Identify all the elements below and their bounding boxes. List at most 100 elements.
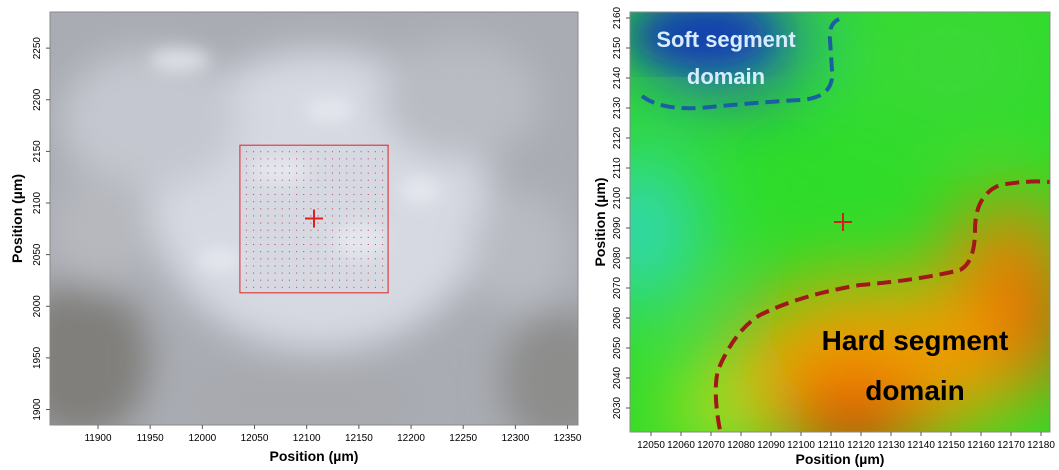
grid-dot: [353, 165, 355, 167]
x-tick-label: 12150: [345, 433, 373, 444]
grid-dot: [374, 279, 376, 281]
grid-dot: [245, 222, 247, 224]
x-tick-label: 12160: [967, 440, 995, 451]
grid-dot: [310, 265, 312, 267]
grid-dot: [367, 251, 369, 253]
grid-dot: [310, 158, 312, 160]
grid-dot: [339, 172, 341, 174]
grid-dot: [346, 279, 348, 281]
grid-dot: [288, 272, 290, 274]
grid-dot: [274, 151, 276, 153]
grid-dot: [303, 286, 305, 288]
grid-dot: [267, 229, 269, 231]
grid-dot: [303, 172, 305, 174]
grid-dot: [367, 215, 369, 217]
grid-dot: [253, 158, 255, 160]
grid-dot: [245, 251, 247, 253]
grid-dot: [317, 222, 319, 224]
grid-dot: [374, 244, 376, 246]
grid-dot: [253, 236, 255, 238]
grid-dot: [331, 279, 333, 281]
grid-dot: [267, 265, 269, 267]
grid-dot: [296, 151, 298, 153]
grid-dot: [353, 186, 355, 188]
grid-dot: [260, 251, 262, 253]
grid-dot: [374, 272, 376, 274]
grid-dot: [245, 165, 247, 167]
grid-dot: [324, 208, 326, 210]
grid-dot: [267, 222, 269, 224]
grid-dot: [253, 151, 255, 153]
grid-dot: [367, 236, 369, 238]
grid-dot: [310, 251, 312, 253]
grid-dot: [382, 258, 384, 260]
annotation: domain: [865, 375, 965, 406]
grid-dot: [331, 244, 333, 246]
grid-dot: [288, 251, 290, 253]
grid-dot: [245, 208, 247, 210]
grid-dot: [367, 222, 369, 224]
grid-dot: [353, 158, 355, 160]
y-axis-label: Position (µm): [9, 174, 25, 263]
grid-dot: [274, 251, 276, 253]
grid-dot: [382, 222, 384, 224]
grid-dot: [339, 151, 341, 153]
grid-dot: [367, 194, 369, 196]
grid-dot: [331, 194, 333, 196]
grid-dot: [360, 279, 362, 281]
grid-dot: [317, 151, 319, 153]
grid-dot: [382, 179, 384, 181]
grid-dot: [346, 186, 348, 188]
grid-dot: [346, 236, 348, 238]
grid-dot: [245, 244, 247, 246]
grid-dot: [317, 279, 319, 281]
grid-dot: [339, 244, 341, 246]
grid-dot: [382, 172, 384, 174]
grid-dot: [296, 215, 298, 217]
grid-dot: [274, 208, 276, 210]
grid-dot: [324, 194, 326, 196]
grid-dot: [274, 158, 276, 160]
grid-dot: [281, 215, 283, 217]
grid-dot: [296, 236, 298, 238]
grid-dot: [382, 272, 384, 274]
grid-dot: [367, 286, 369, 288]
y-tick-label: 2030: [612, 396, 623, 419]
y-tick-label: 2110: [612, 157, 623, 179]
grid-dot: [267, 215, 269, 217]
grid-dot: [374, 165, 376, 167]
grid-dot: [324, 215, 326, 217]
grid-dot: [288, 286, 290, 288]
grid-dot: [274, 236, 276, 238]
grid-dot: [374, 251, 376, 253]
grid-dot: [281, 286, 283, 288]
grid-dot: [360, 151, 362, 153]
grid-dot: [310, 179, 312, 181]
grid-dot: [310, 186, 312, 188]
grid-dot: [260, 272, 262, 274]
grid-dot: [281, 165, 283, 167]
grid-dot: [353, 201, 355, 203]
grid-dot: [296, 279, 298, 281]
grid-dot: [374, 186, 376, 188]
grid-dot: [260, 236, 262, 238]
grid-dot: [260, 244, 262, 246]
grid-dot: [374, 172, 376, 174]
x-tick-label: 12120: [847, 440, 875, 451]
grid-dot: [267, 179, 269, 181]
grid-dot: [310, 279, 312, 281]
grid-dot: [317, 258, 319, 260]
grid-dot: [281, 186, 283, 188]
grid-dot: [245, 236, 247, 238]
grid-dot: [245, 272, 247, 274]
grid-dot: [324, 186, 326, 188]
grid-dot: [367, 258, 369, 260]
grid-dot: [267, 186, 269, 188]
grid-dot: [288, 179, 290, 181]
grid-dot: [382, 165, 384, 167]
grid-dot: [339, 229, 341, 231]
grid-dot: [331, 251, 333, 253]
grid-dot: [281, 279, 283, 281]
grid-dot: [324, 158, 326, 160]
grid-dot: [260, 179, 262, 181]
